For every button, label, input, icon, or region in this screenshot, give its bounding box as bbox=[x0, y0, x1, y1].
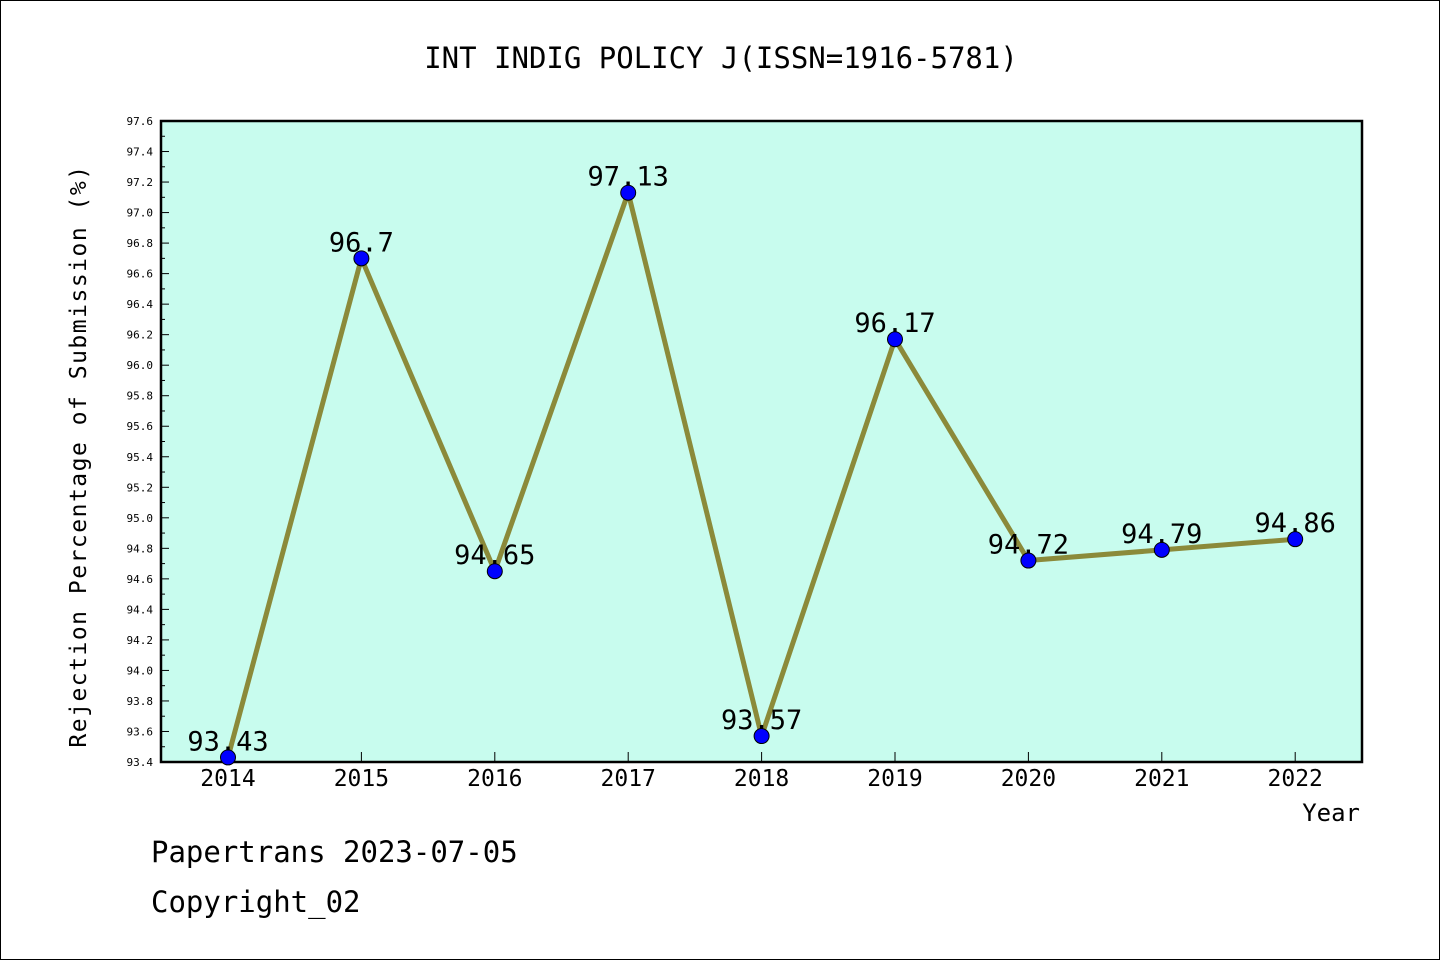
y-tick-label: 95.6 bbox=[127, 420, 154, 433]
y-tick-label: 94.8 bbox=[127, 542, 154, 555]
x-tick-label: 2015 bbox=[334, 766, 389, 792]
y-tick-label: 93.6 bbox=[127, 725, 154, 738]
plot-area bbox=[159, 119, 1364, 764]
y-tick-label: 96.4 bbox=[127, 298, 154, 311]
y-axis: 93.4 93.6 93.8 94.0 94.2 94.4 94.6 94.8 95.0 95.2… bbox=[127, 115, 169, 769]
x-tick-label: 2016 bbox=[467, 766, 522, 792]
y-tick-label: 97.2 bbox=[127, 176, 154, 189]
data-point bbox=[220, 749, 236, 766]
y-tick-label: 96.6 bbox=[127, 268, 154, 281]
y-tick-label: 94.0 bbox=[127, 664, 154, 677]
data-label: 93.43 bbox=[187, 726, 268, 757]
x-tick-label: 2019 bbox=[867, 766, 922, 792]
data-label: 93.57 bbox=[721, 705, 802, 736]
data-point bbox=[1020, 552, 1037, 569]
y-tick-label: 94.4 bbox=[127, 603, 154, 616]
data-label: 94.65 bbox=[454, 540, 535, 571]
x-axis: 2014 2015 2016 2017 2018 2019 2020 2021 2022 bbox=[200, 752, 1323, 792]
x-tick-label: 2021 bbox=[1134, 766, 1189, 792]
y-tick-label: 94.6 bbox=[127, 573, 154, 586]
data-label: 94.79 bbox=[1121, 519, 1202, 550]
y-tick-label: 97.0 bbox=[127, 207, 154, 220]
data-point bbox=[486, 563, 503, 580]
x-tick-label: 2017 bbox=[601, 766, 656, 792]
y-tick-label: 97.6 bbox=[127, 115, 154, 128]
x-tick-label: 2020 bbox=[1001, 766, 1056, 792]
x-tick-label: 2014 bbox=[200, 766, 255, 792]
data-label: 94.72 bbox=[988, 530, 1069, 561]
y-tick-label: 94.2 bbox=[127, 634, 154, 647]
data-label: 96.17 bbox=[854, 308, 935, 339]
y-tick-label: 96.2 bbox=[127, 329, 154, 342]
series-layer: 93.43 96.7 94.65 97.13 93.57 96.17 94.72 94.79 9… bbox=[187, 162, 1336, 766]
y-axis-label: Rejection Percentage of Submission (%) bbox=[66, 164, 92, 747]
data-point bbox=[353, 250, 370, 267]
footer-copyright-text: Copyright_02 bbox=[151, 885, 361, 919]
y-tick-label: 96.8 bbox=[127, 237, 154, 250]
x-tick-label: 2022 bbox=[1268, 766, 1323, 792]
data-point bbox=[887, 331, 903, 348]
data-point bbox=[620, 184, 637, 201]
data-point bbox=[1287, 531, 1304, 548]
chart-title: INT INDIG POLICY J(ISSN=1916-5781) bbox=[424, 41, 1018, 75]
y-tick-label: 95.0 bbox=[127, 512, 154, 525]
data-label: 97.13 bbox=[588, 162, 669, 193]
x-axis-label: Year bbox=[1302, 799, 1360, 827]
y-tick-label: 96.0 bbox=[127, 359, 154, 372]
y-tick-label: 95.8 bbox=[127, 390, 154, 403]
data-point bbox=[753, 728, 770, 745]
y-tick-label: 93.8 bbox=[127, 695, 154, 708]
y-tick-label: 95.4 bbox=[127, 451, 154, 464]
data-point bbox=[1153, 541, 1170, 558]
data-label: 94.86 bbox=[1255, 508, 1336, 539]
y-tick-label: 97.4 bbox=[127, 146, 154, 159]
y-tick-label: 95.2 bbox=[127, 481, 154, 494]
y-tick-label: 93.4 bbox=[127, 756, 154, 769]
footer-date-text: Papertrans 2023-07-05 bbox=[151, 835, 518, 869]
x-tick-label: 2018 bbox=[734, 766, 789, 792]
data-label: 96.7 bbox=[329, 227, 394, 258]
